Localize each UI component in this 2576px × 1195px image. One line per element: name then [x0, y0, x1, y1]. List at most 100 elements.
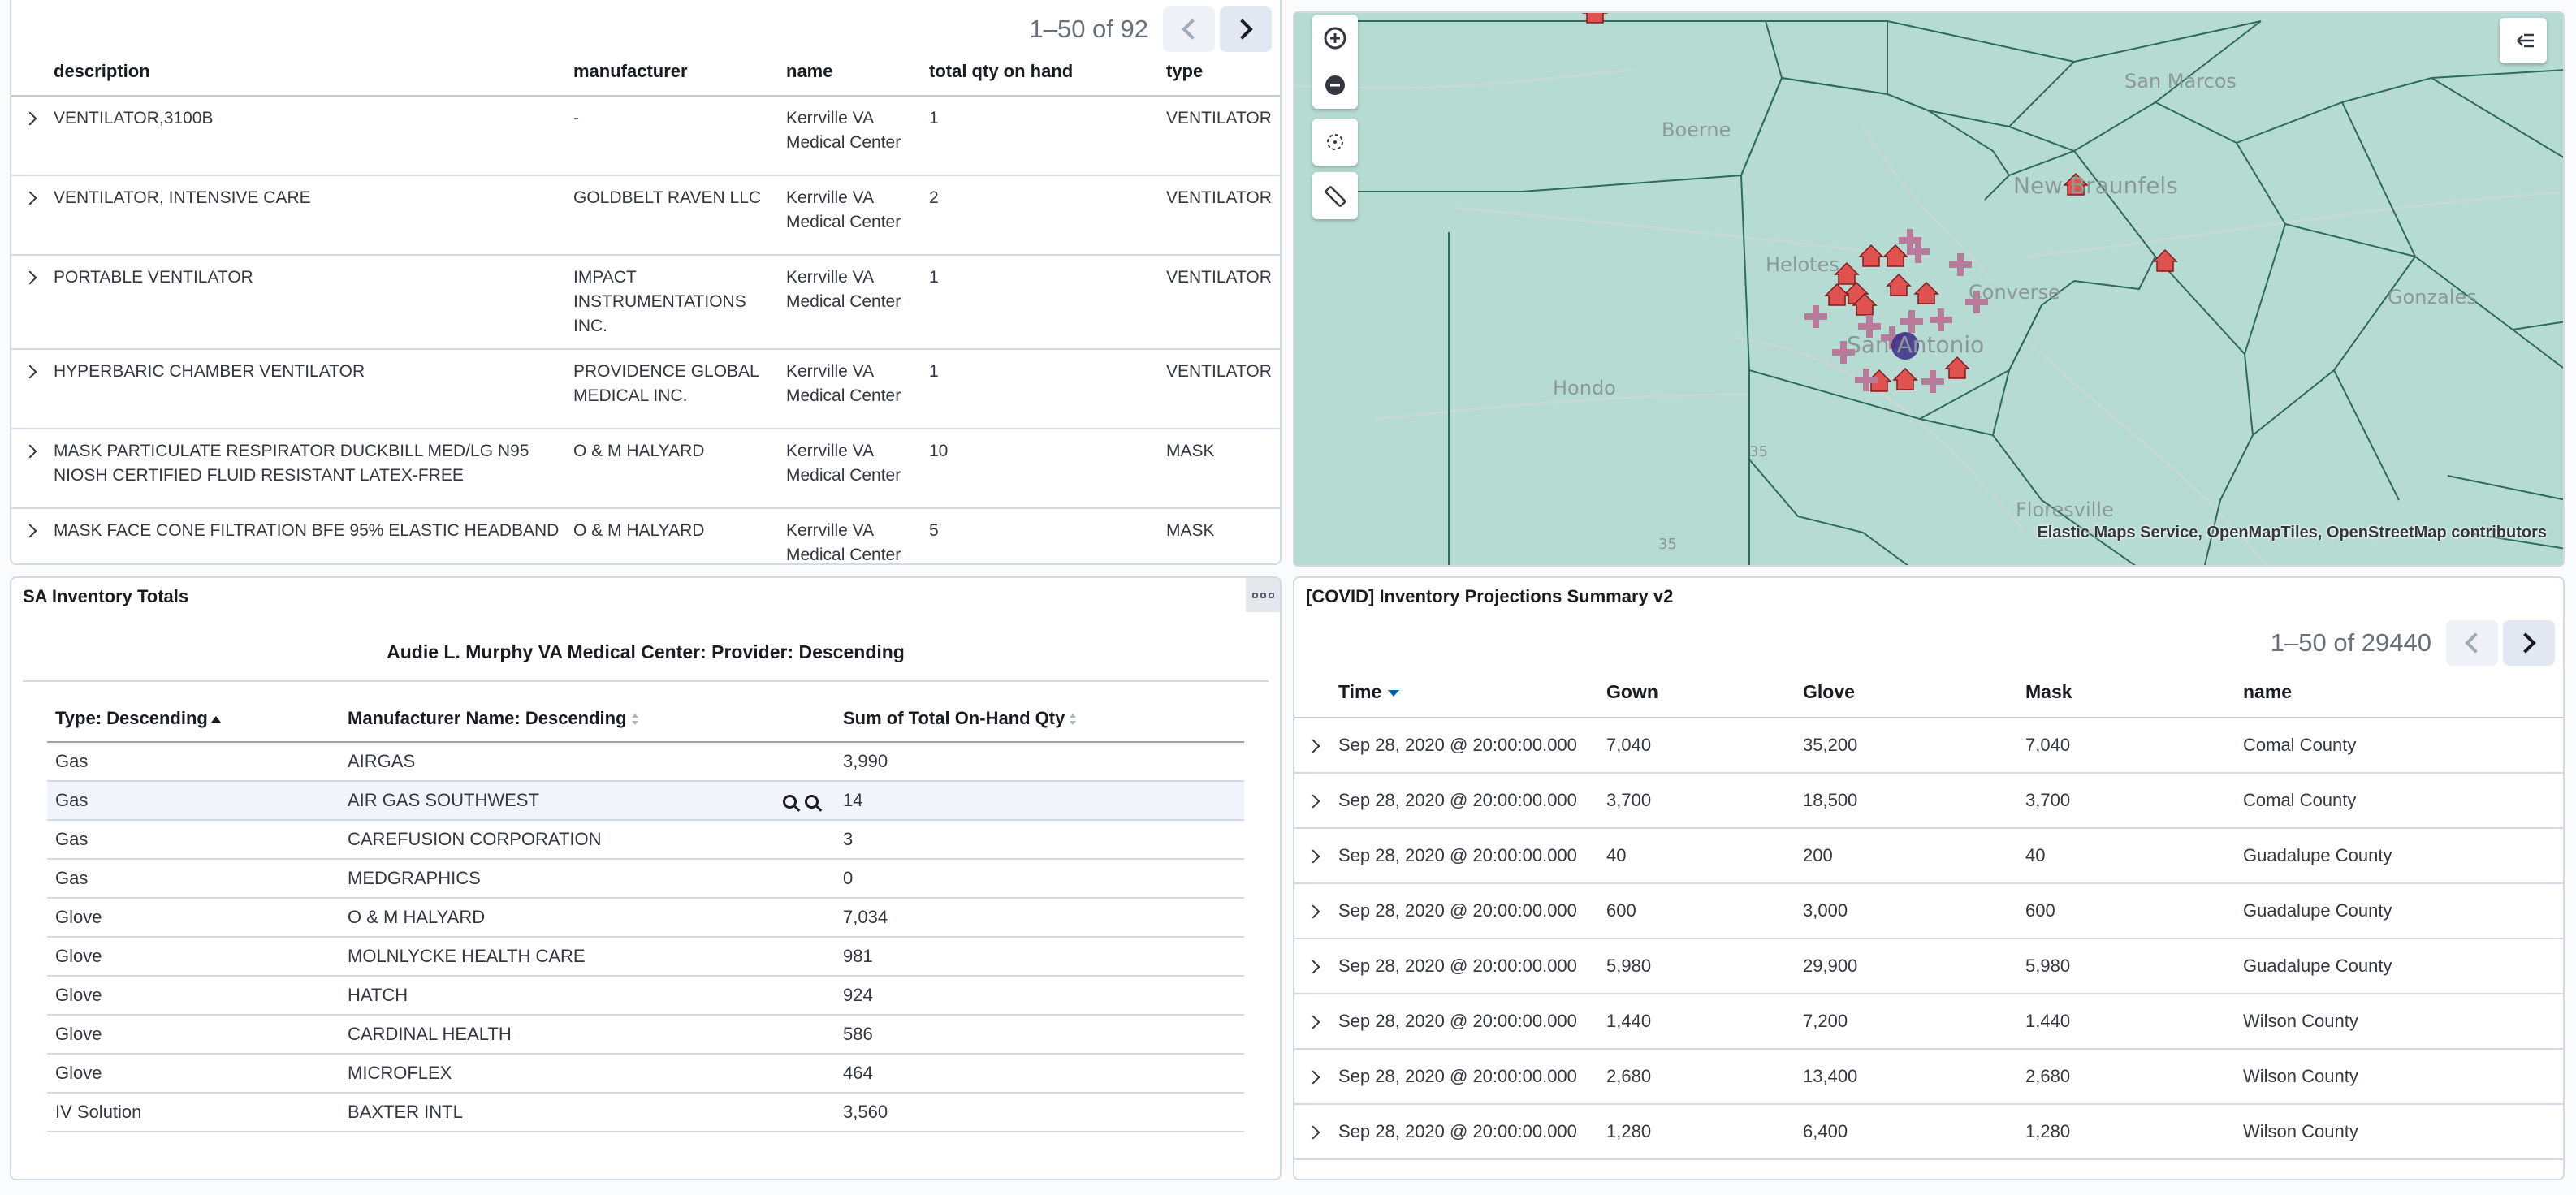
map-panel[interactable]: Boerne San Marcos New Braunfels Helotes … — [1293, 11, 2565, 567]
cell-sum: 464 — [835, 1054, 1244, 1094]
row-expand-button[interactable] — [1294, 828, 1332, 884]
chevron-right-icon — [1306, 904, 1320, 919]
hospital-marker[interactable] — [1804, 305, 1827, 328]
facility-marker[interactable] — [1852, 292, 1878, 316]
cell-name: Kerrville VA Medical Center — [781, 429, 924, 509]
cell-type: VENTILATOR — [1161, 255, 1280, 350]
pivot-row: Glove CARDINAL HEALTH 586 — [47, 1015, 1244, 1055]
pivot-header-type[interactable]: Type: Descending — [47, 695, 339, 743]
cell-name: Wilson County — [2237, 1104, 2563, 1160]
cell-glove: 35,200 — [1796, 718, 2019, 774]
facility-marker[interactable] — [1913, 281, 1939, 304]
filter-out-value-icon[interactable] — [805, 794, 819, 809]
map-canvas[interactable] — [1294, 13, 2565, 567]
cell-manufacturer: MICROFLEX — [339, 1054, 835, 1094]
prev-page-button[interactable] — [1163, 6, 1215, 52]
cell-type: VENTILATOR — [1161, 349, 1280, 429]
cell-manufacturer: AIRGAS — [339, 742, 835, 782]
cell-mask: 40 — [2019, 1159, 2237, 1179]
column-header-manufacturer[interactable]: manufacturer — [568, 47, 781, 97]
map-markers[interactable] — [1582, 13, 2178, 393]
hospital-marker[interactable] — [1949, 253, 1972, 276]
layer-control-button[interactable] — [2500, 18, 2547, 63]
next-page-button[interactable] — [1220, 6, 1272, 52]
map-label-new-braunfels: New Braunfels — [2013, 172, 2178, 199]
cell-sum: 0 — [835, 859, 1244, 899]
facility-marker[interactable] — [1858, 244, 1884, 267]
filter-for-value-icon[interactable] — [783, 794, 797, 809]
locate-control — [1312, 119, 1358, 166]
chevron-right-icon — [23, 270, 37, 285]
locate-button[interactable] — [1312, 119, 1358, 166]
row-expand-button[interactable] — [11, 508, 49, 563]
cell-description: PORTABLE VENTILATOR — [49, 255, 568, 350]
facility-marker[interactable] — [1944, 356, 1970, 379]
row-expand-button[interactable] — [1294, 1104, 1332, 1160]
next-page-button[interactable] — [2503, 620, 2555, 666]
cell-glove: 29,900 — [1796, 938, 2019, 994]
row-expand-button[interactable] — [11, 255, 49, 350]
row-expand-button[interactable] — [11, 175, 49, 256]
panel-options-button[interactable] — [1246, 578, 1280, 612]
column-header-qty[interactable]: total qty on hand — [924, 47, 1161, 97]
hospital-marker[interactable] — [1855, 369, 1878, 391]
facility-marker[interactable] — [1892, 367, 1918, 390]
table-row: VENTILATOR, INTENSIVE CARE GOLDBELT RAVEN… — [11, 175, 1280, 256]
row-expand-button[interactable] — [1294, 938, 1332, 994]
hospital-marker[interactable] — [1899, 229, 1921, 252]
column-header-mask[interactable]: Mask — [2019, 667, 2237, 718]
row-expand-button[interactable] — [11, 349, 49, 429]
cell-manufacturer: O & M HALYARD — [568, 508, 781, 563]
pivot-header-sum[interactable]: Sum of Total On-Hand Qty — [835, 695, 1244, 743]
column-header-description[interactable]: description — [49, 47, 568, 97]
facility-marker[interactable] — [1582, 13, 1608, 24]
column-header-time[interactable]: Time — [1332, 667, 1600, 718]
row-expand-button[interactable] — [11, 96, 49, 176]
pivot-header-manufacturer[interactable]: Manufacturer Name: Descending — [339, 695, 835, 743]
cell-manufacturer: MOLNLYCKE HEALTH CARE — [339, 937, 835, 977]
row-expand-button[interactable] — [1294, 773, 1332, 829]
hospital-marker[interactable] — [1858, 315, 1881, 338]
zoom-in-button[interactable] — [1312, 15, 1358, 62]
hospital-marker[interactable] — [1881, 326, 1904, 349]
row-expand-button[interactable] — [1294, 994, 1332, 1050]
row-expand-button[interactable] — [11, 429, 49, 509]
cell-type: Gas — [47, 820, 339, 860]
map-label-helotes: Helotes — [1766, 253, 1839, 276]
column-header-name[interactable]: name — [2237, 667, 2563, 718]
cell-gown: 600 — [1600, 883, 1796, 939]
chevron-right-icon — [23, 444, 37, 459]
cell-manufacturer: BAXTER INTL — [339, 1093, 835, 1132]
row-expand-button[interactable] — [1294, 1159, 1332, 1179]
hospital-marker[interactable] — [1930, 308, 1952, 331]
facility-marker[interactable] — [2152, 248, 2178, 272]
facility-marker[interactable] — [1824, 283, 1850, 306]
cell-manufacturer: PROVIDENCE GLOBAL MEDICAL INC. — [568, 349, 781, 429]
facility-marker[interactable] — [1886, 273, 1912, 296]
cell-sum: 981 — [835, 937, 1244, 977]
hospital-marker[interactable] — [1965, 291, 1988, 313]
hospital-marker[interactable] — [1900, 310, 1923, 333]
hospital-marker[interactable] — [1907, 240, 1930, 263]
facility-marker[interactable] — [1834, 261, 1860, 285]
facility-marker[interactable] — [2063, 172, 2089, 196]
row-expand-button[interactable] — [1294, 883, 1332, 939]
cell-manufacturer-label: AIRGAS — [348, 751, 416, 771]
column-header-glove[interactable]: Glove — [1796, 667, 2019, 718]
hospital-marker[interactable] — [1921, 370, 1944, 393]
sa-inventory-totals-panel: SA Inventory Totals Audie L. Murphy VA M… — [10, 576, 1282, 1180]
prev-page-button[interactable] — [2446, 620, 2498, 666]
cell-sum: 7,034 — [835, 898, 1244, 938]
row-expand-button[interactable] — [1294, 1049, 1332, 1105]
cell-mask: 1,440 — [2019, 994, 2237, 1050]
pivot-row: Glove HATCH 924 — [47, 976, 1244, 1016]
hospital-marker[interactable] — [1832, 341, 1855, 364]
column-header-gown[interactable]: Gown — [1600, 667, 1796, 718]
measure-button[interactable] — [1312, 172, 1358, 219]
zoom-out-button[interactable] — [1312, 62, 1358, 109]
cluster-marker[interactable] — [1891, 332, 1919, 360]
facility-marker[interactable] — [1882, 244, 1908, 267]
column-header-type[interactable]: type — [1161, 47, 1280, 97]
column-header-name[interactable]: name — [781, 47, 924, 97]
row-expand-button[interactable] — [1294, 718, 1332, 774]
